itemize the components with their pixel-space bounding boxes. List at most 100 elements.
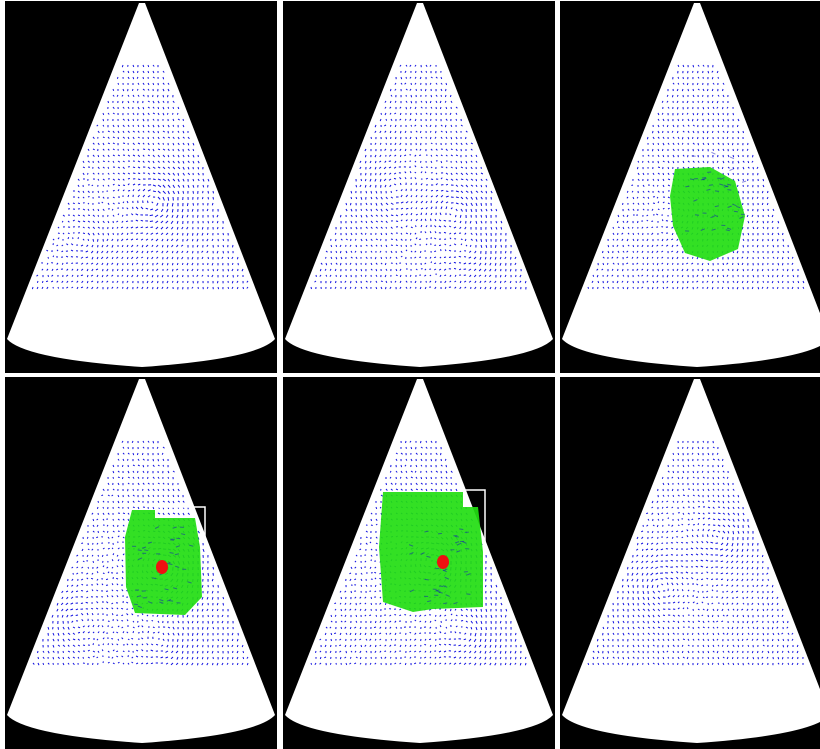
flow-vector <box>112 172 115 175</box>
flow-vector <box>161 250 164 254</box>
flow-vector <box>132 476 135 479</box>
flow-vector <box>52 650 55 653</box>
flow-vector <box>405 458 408 461</box>
flow-vector <box>420 488 423 491</box>
flow-vector <box>137 605 143 609</box>
flow-vector <box>61 596 64 600</box>
flow-vector <box>494 644 497 648</box>
flow-vector <box>385 226 388 229</box>
flow-vector <box>484 656 487 660</box>
flow-vector <box>154 526 160 529</box>
flow-vector <box>75 608 79 611</box>
flow-vector <box>400 244 402 247</box>
flow-vector <box>375 190 378 194</box>
flow-vector <box>131 440 134 444</box>
flow-vector <box>147 124 150 128</box>
flow-vector <box>434 231 437 234</box>
flow-vector <box>122 512 126 515</box>
flow-vector <box>176 644 179 648</box>
flow-vector <box>438 244 442 247</box>
flow-vector <box>722 274 725 278</box>
flow-vector <box>141 655 144 658</box>
flow-vector <box>111 274 114 277</box>
flow-vector <box>122 518 125 521</box>
flow-vector <box>415 188 418 192</box>
flow-vector <box>365 208 368 212</box>
flow-vector <box>756 226 759 230</box>
flow-vector <box>470 142 474 145</box>
flow-vector <box>463 656 467 659</box>
flow-vector <box>47 274 49 278</box>
flow-vector <box>445 166 448 169</box>
flow-vector <box>475 190 479 193</box>
flow-vector <box>329 626 332 629</box>
flow-vector <box>87 238 90 242</box>
flow-vector <box>499 656 502 660</box>
flow-vector <box>152 130 155 134</box>
flow-vector <box>465 136 467 140</box>
flow-vector <box>400 76 403 80</box>
flow-vector <box>117 547 120 550</box>
flow-vector <box>355 244 357 248</box>
flow-vector <box>111 626 114 628</box>
flow-vector <box>339 632 342 636</box>
flow-vector <box>375 644 377 648</box>
flow-vector <box>142 440 145 443</box>
flow-vector <box>384 644 387 647</box>
flow-vector <box>677 148 679 151</box>
flow-vector <box>121 607 124 610</box>
flow-vector <box>430 106 433 109</box>
flow-vector <box>37 662 40 666</box>
flow-vector <box>122 178 125 181</box>
flow-vector <box>65 590 69 593</box>
flow-vector <box>147 601 153 604</box>
flow-vector <box>152 166 156 169</box>
flow-vector <box>433 268 437 271</box>
flow-vector <box>414 171 417 174</box>
flow-vector <box>92 643 94 646</box>
flow-vector <box>87 631 90 634</box>
flow-vector <box>162 458 165 462</box>
flow-vector <box>657 154 660 157</box>
flow-vector <box>737 190 740 194</box>
flow-vector <box>72 656 76 659</box>
flow-vector <box>747 220 750 224</box>
flow-vector <box>62 638 65 642</box>
flow-vector <box>696 286 699 289</box>
flow-vector <box>389 184 392 188</box>
flow-vector <box>192 632 194 636</box>
flow-vector <box>448 225 452 228</box>
flow-vector <box>329 274 332 277</box>
flow-vector <box>374 566 377 569</box>
flow-vector <box>56 249 59 252</box>
flow-vector <box>682 154 685 157</box>
flow-vector <box>145 662 149 665</box>
flow-vector <box>390 244 393 246</box>
flow-vector <box>717 124 720 128</box>
flow-vector <box>122 142 126 144</box>
flow-vector <box>97 232 100 236</box>
ultrasound-panel <box>5 1 277 373</box>
flow-vector <box>167 626 171 629</box>
flow-vector <box>438 268 442 271</box>
flow-vector <box>126 274 129 278</box>
flow-vector <box>146 643 149 646</box>
flow-vector <box>479 650 482 654</box>
flow-vector <box>87 656 90 659</box>
flow-vector <box>458 268 462 271</box>
flow-vector <box>76 268 79 271</box>
flow-vector <box>97 226 101 229</box>
flow-vector <box>692 124 695 127</box>
flow-vector <box>132 130 135 133</box>
flow-vector <box>489 280 492 283</box>
flow-vector <box>489 650 492 654</box>
flow-vector <box>686 82 689 86</box>
flow-vector <box>339 250 342 254</box>
flow-vector <box>424 614 427 617</box>
flow-vector <box>62 214 66 217</box>
flow-vector <box>429 644 432 647</box>
flow-vector <box>324 656 327 659</box>
flow-vector <box>131 88 134 92</box>
flow-vector <box>172 142 175 146</box>
flow-vector <box>420 171 423 174</box>
